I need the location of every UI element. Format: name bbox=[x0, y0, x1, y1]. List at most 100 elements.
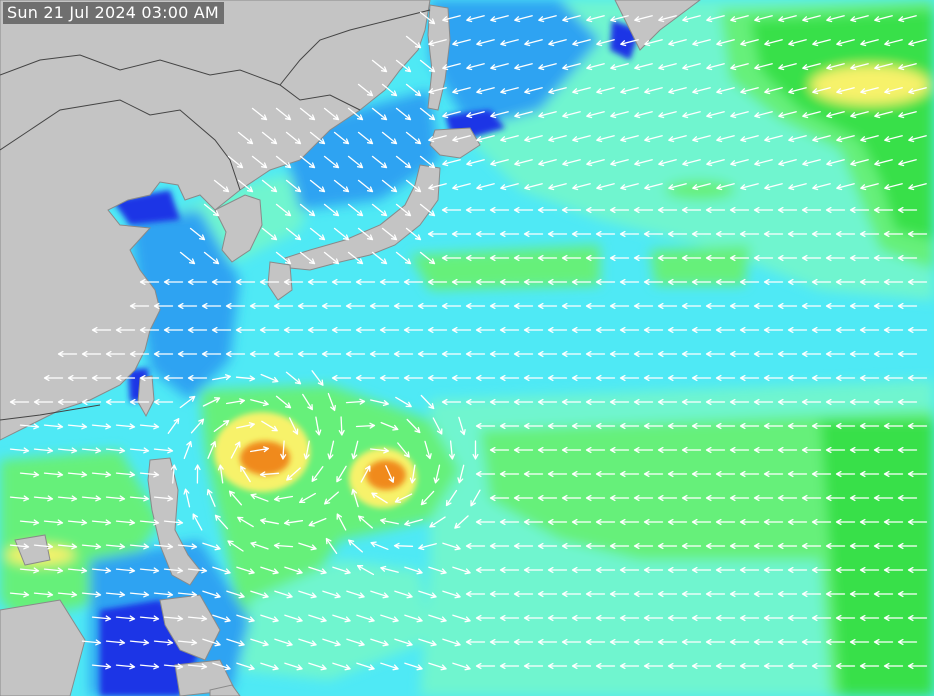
wind-arrow bbox=[236, 566, 255, 575]
wind-arrow bbox=[681, 206, 702, 214]
wind-arrow bbox=[297, 302, 318, 310]
wind-arrow bbox=[19, 519, 40, 526]
wind-arrow bbox=[442, 542, 461, 551]
wind-arrow bbox=[609, 542, 630, 550]
wind-arrow bbox=[715, 470, 736, 478]
wind-arrow bbox=[302, 393, 313, 411]
wind-arrow bbox=[633, 302, 654, 310]
wind-arrow bbox=[609, 254, 630, 262]
wind-arrow bbox=[370, 638, 389, 647]
wind-arrow bbox=[309, 179, 326, 193]
wind-arrow bbox=[667, 230, 688, 238]
wind-arrow bbox=[91, 326, 112, 334]
wind-arrow bbox=[381, 179, 398, 193]
wind-arrow bbox=[836, 87, 855, 95]
wind-arrow bbox=[250, 493, 269, 502]
wind-arrow bbox=[403, 278, 424, 286]
wind-arrow bbox=[465, 398, 486, 406]
wind-arrow bbox=[57, 591, 78, 598]
wind-arrow bbox=[91, 567, 112, 574]
wind-arrow bbox=[562, 15, 581, 23]
wind-arrow bbox=[458, 416, 466, 436]
wind-arrow bbox=[445, 489, 458, 507]
wind-arrow bbox=[667, 566, 688, 574]
wind-arrow bbox=[418, 638, 437, 647]
wind-arrow bbox=[884, 135, 903, 143]
wind-arrow bbox=[657, 590, 678, 598]
wind-arrow bbox=[332, 662, 351, 671]
wind-arrow bbox=[548, 135, 567, 143]
wind-arrow bbox=[562, 63, 581, 71]
wind-arrow bbox=[764, 135, 783, 143]
wind-arrow bbox=[249, 350, 270, 358]
wind-arrow bbox=[405, 227, 422, 241]
wind-arrow bbox=[788, 183, 807, 191]
wind-arrow bbox=[348, 539, 363, 553]
wind-arrow bbox=[883, 662, 904, 670]
wind-arrow bbox=[897, 590, 918, 598]
wind-arrow bbox=[275, 107, 292, 121]
wind-arrow bbox=[729, 590, 750, 598]
wind-arrow bbox=[561, 350, 582, 358]
wind-arrow bbox=[561, 638, 582, 646]
wind-arrow bbox=[538, 111, 557, 119]
land-kyushu bbox=[267, 261, 293, 301]
wind-arrow bbox=[739, 614, 760, 622]
wind-arrow bbox=[105, 447, 126, 454]
wind-arrow bbox=[451, 230, 472, 238]
wind-arrow bbox=[139, 326, 160, 334]
wind-arrow bbox=[115, 615, 136, 622]
wind-arrow bbox=[427, 230, 448, 238]
wind-arrow bbox=[475, 566, 496, 574]
wind-arrow bbox=[428, 183, 447, 191]
wind-arrow bbox=[260, 373, 279, 383]
wind-arrow bbox=[357, 179, 374, 193]
wind-arrow bbox=[308, 517, 327, 527]
wind-arrow bbox=[859, 326, 880, 334]
wind-arrow bbox=[115, 519, 136, 526]
wind-arrow bbox=[523, 422, 544, 430]
wind-arrow bbox=[429, 516, 446, 528]
wind-arrow bbox=[884, 183, 903, 191]
wind-arrow bbox=[873, 302, 894, 310]
wind-arrow bbox=[729, 254, 750, 262]
wind-arrow bbox=[681, 302, 702, 310]
wind-arrow bbox=[105, 591, 126, 598]
wind-arrow bbox=[633, 446, 654, 454]
wind-arrow bbox=[537, 302, 558, 310]
wind-arrow bbox=[442, 15, 461, 23]
wind-arrow bbox=[801, 494, 822, 502]
wind-arrow bbox=[489, 446, 510, 454]
wind-arrow bbox=[787, 422, 808, 430]
wind-arrow bbox=[643, 374, 664, 382]
wind-arrow bbox=[428, 614, 447, 623]
wind-arrow bbox=[201, 302, 222, 310]
wind-arrow bbox=[619, 614, 640, 622]
wind-arrow bbox=[442, 159, 461, 167]
wind-arrow bbox=[571, 662, 592, 670]
wind-arrow bbox=[657, 638, 678, 646]
wind-arrow bbox=[442, 590, 461, 599]
wind-arrow bbox=[465, 542, 486, 550]
wind-arrow bbox=[705, 398, 726, 406]
land-hainan bbox=[14, 534, 51, 566]
wind-arrow bbox=[729, 206, 750, 214]
wind-arrow bbox=[595, 662, 616, 670]
wind-arrow bbox=[336, 513, 347, 531]
wind-arrow bbox=[371, 203, 388, 217]
wind-arrow bbox=[43, 423, 64, 430]
wind-arrow bbox=[381, 83, 398, 97]
wind-arrow bbox=[753, 302, 774, 310]
wind-arrow bbox=[404, 614, 423, 623]
wind-arrow bbox=[849, 494, 870, 502]
wind-arrow bbox=[643, 662, 664, 670]
wind-arrow bbox=[323, 107, 340, 121]
wind-arrow bbox=[883, 470, 904, 478]
wind-arrow bbox=[667, 278, 688, 286]
wind-arrow bbox=[214, 514, 229, 530]
wind-arrow bbox=[787, 662, 808, 670]
wind-arrow bbox=[874, 111, 893, 119]
wind-arrow bbox=[859, 422, 880, 430]
wind-arrow bbox=[489, 254, 510, 262]
wind-arrow bbox=[163, 278, 184, 286]
